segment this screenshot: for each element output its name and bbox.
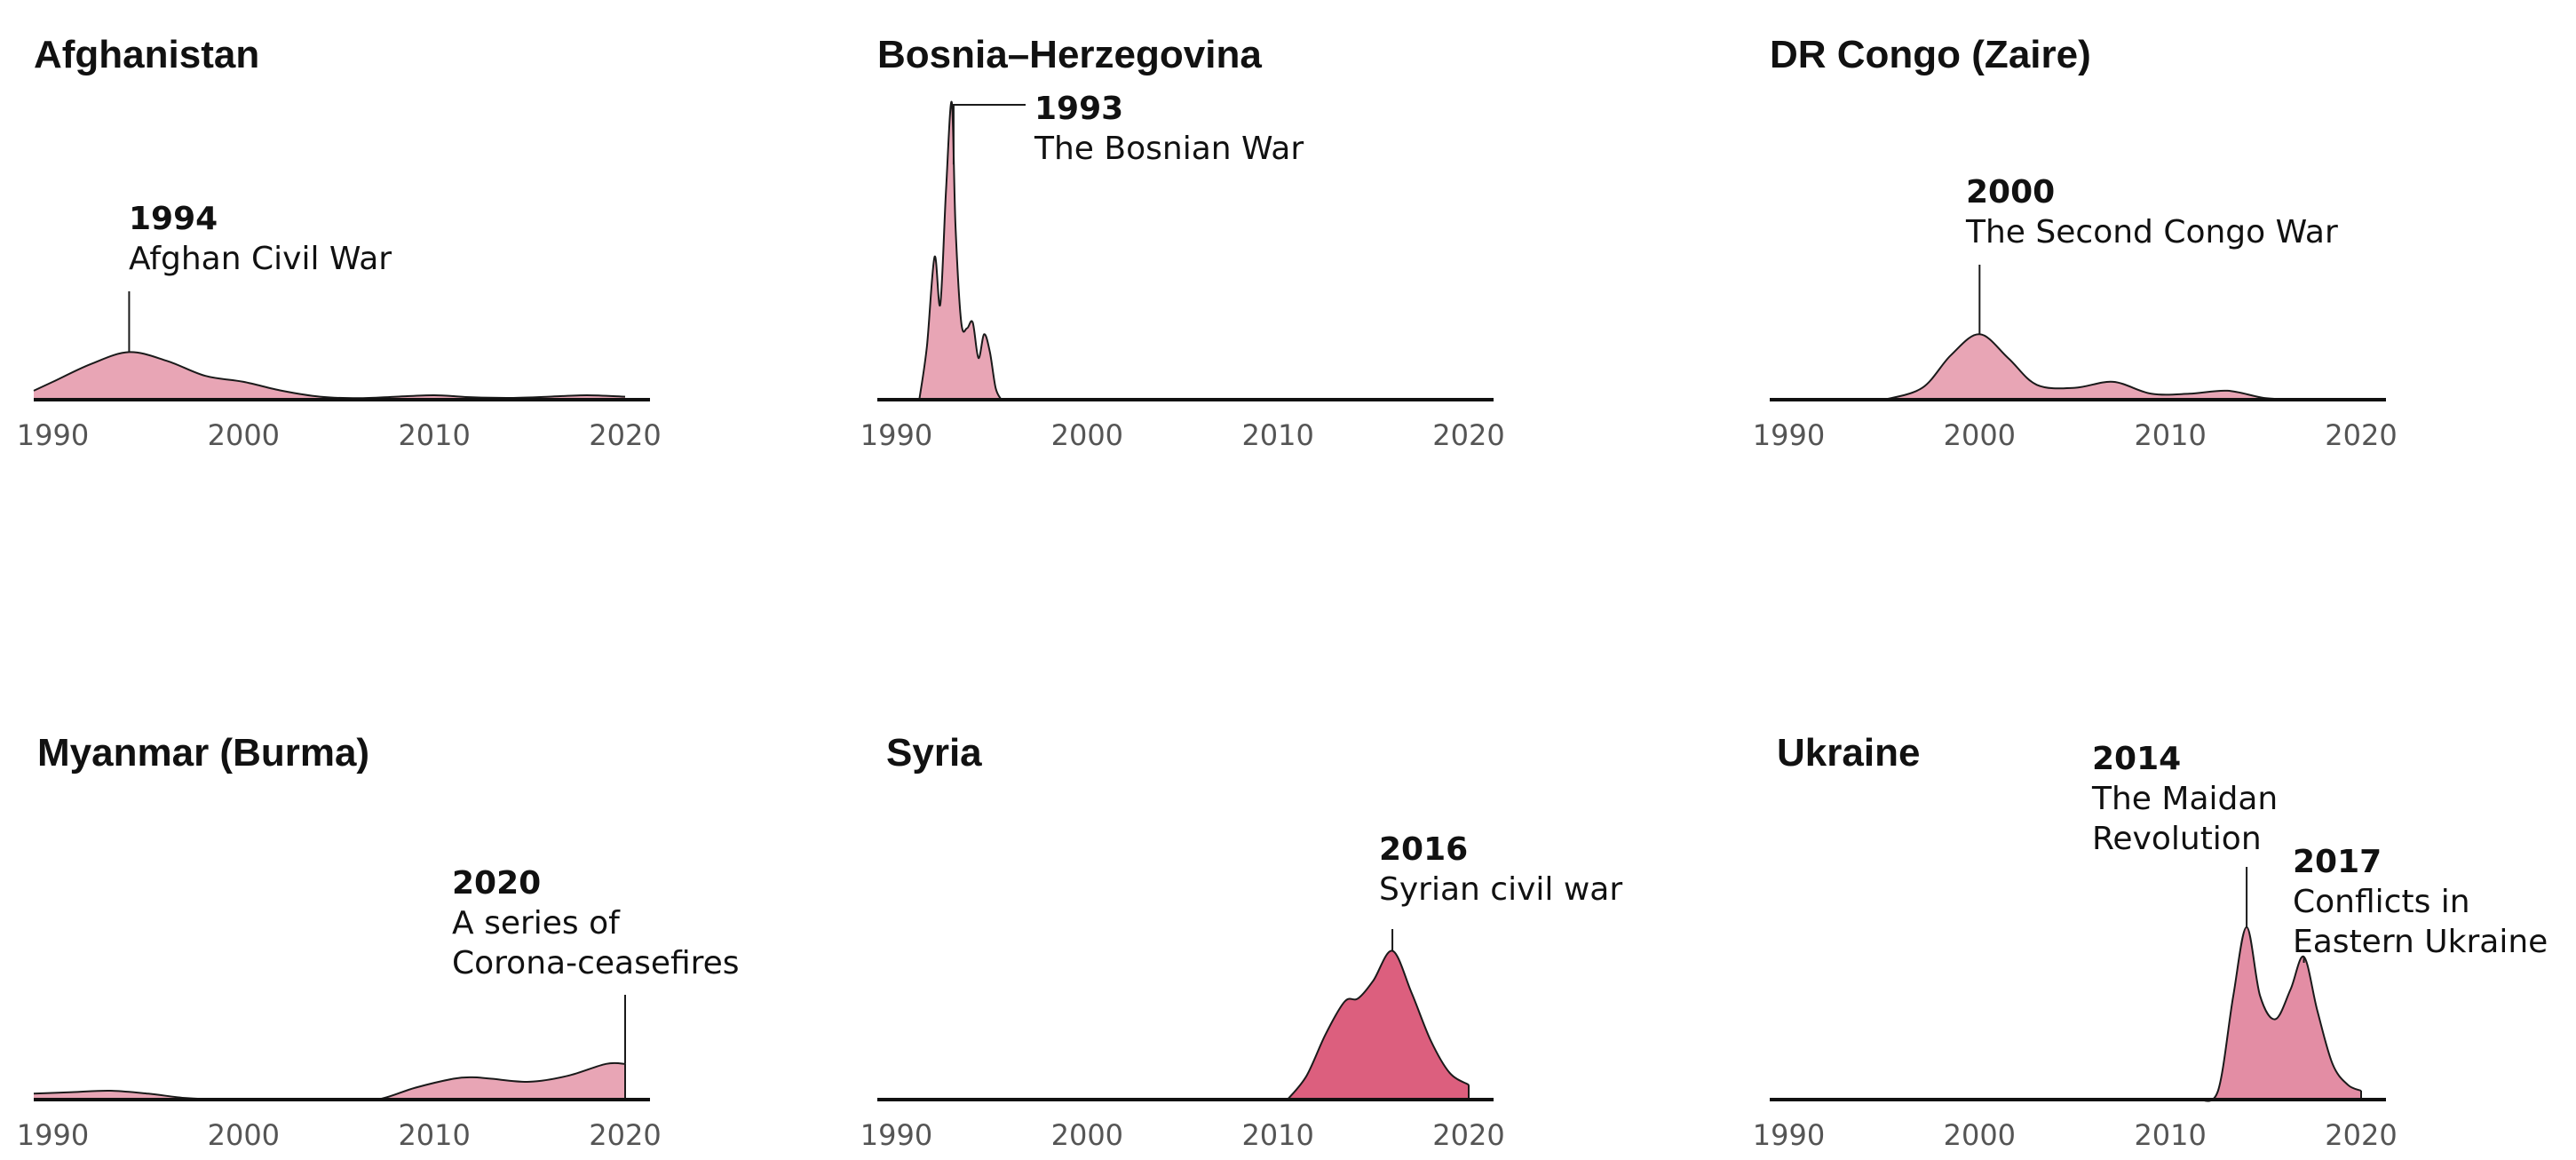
x-tick-label: 2010: [1241, 418, 1313, 452]
annotation-year: 2014: [2092, 741, 2181, 777]
x-tick-label: 2000: [1051, 1118, 1123, 1152]
x-tick-label: 2020: [589, 418, 661, 452]
x-tick-label: 1990: [1753, 1118, 1825, 1152]
annotation-text: The Second Congo War: [1965, 214, 2338, 250]
annotation-text: Afghan Civil War: [129, 241, 392, 277]
x-tick-label: 2020: [2325, 418, 2397, 452]
annotation-text: Eastern Ukraine: [2293, 924, 2548, 960]
density-area: [34, 1062, 625, 1100]
x-tick-label: 1990: [17, 1118, 89, 1152]
annotation-leader: [952, 104, 1026, 165]
x-tick-label: 2000: [1944, 418, 2016, 452]
x-tick-label: 2010: [2134, 418, 2206, 452]
x-tick-label: 2010: [1241, 1118, 1313, 1152]
annotation-text: Syrian civil war: [1379, 871, 1622, 908]
density-outline: [918, 100, 1003, 401]
x-tick-label: 1990: [1753, 418, 1825, 452]
annotation-text: Conflicts in: [2293, 884, 2470, 920]
panel-title: Syria: [886, 731, 982, 775]
x-tick-label: 2020: [1432, 1118, 1504, 1152]
panel-2: Bosnia–Herzegovina 1990 2000 2010 2020 1993 Th…: [860, 33, 1505, 452]
panel-title: Afghanistan: [34, 33, 259, 76]
annotation-text: The Bosnian War: [1034, 131, 1304, 167]
x-tick-label: 2000: [1051, 418, 1123, 452]
x-tick-label: 1990: [860, 1118, 932, 1152]
x-tick-label: 1990: [17, 418, 89, 452]
x-tick-label: 1990: [860, 418, 932, 452]
panel-3: DR Congo (Zaire)1990 2000 2010 20202000The …: [1753, 33, 2398, 452]
annotation-year: 2017: [2293, 844, 2382, 880]
x-tick-label: 2010: [398, 418, 470, 452]
density-area: [919, 101, 1002, 400]
x-tick-label: 2000: [1944, 1118, 2016, 1152]
density-area: [34, 352, 625, 400]
panel-1: Afghanistan 1990 2000 2010 2020 1994 Afghan Ci…: [17, 33, 662, 452]
annotation-text: Corona-ceasefires: [452, 945, 740, 981]
annotation-year: 1993: [1034, 91, 1123, 127]
annotation-text: The Maidan: [2091, 781, 2278, 817]
density-area: [1883, 334, 2304, 400]
x-tick-label: 2000: [208, 1118, 280, 1152]
annotation-year: 1994: [129, 201, 218, 237]
panel-title: DR Congo (Zaire): [1770, 33, 2091, 76]
density-area: [1287, 950, 1469, 1100]
density-outline: [2198, 926, 2362, 1102]
density-area: [2199, 926, 2361, 1101]
annotation-year: 2000: [1966, 174, 2055, 211]
x-tick-label: 2020: [1432, 418, 1504, 452]
panel-6: Ukraine 1990 2000 2010 2020 2014 The Maidan Rev…: [1753, 731, 2548, 1152]
annotation-text: A series of: [452, 905, 621, 942]
annotation-text: Revolution: [2092, 821, 2262, 857]
x-tick-label: 2010: [398, 1118, 470, 1152]
density-outline: [1287, 949, 1470, 1100]
panel-title: Myanmar (Burma): [37, 731, 369, 775]
annotation-year: 2020: [452, 865, 541, 902]
density-outline: [1883, 333, 2304, 401]
x-tick-label: 2010: [2134, 1118, 2206, 1152]
x-tick-label: 2020: [2325, 1118, 2397, 1152]
x-tick-label: 2020: [589, 1118, 661, 1152]
density-outline: [33, 351, 626, 400]
panel-title: Ukraine: [1777, 731, 1920, 775]
annotation-year: 2016: [1379, 831, 1468, 868]
panel-title: Bosnia–Herzegovina: [877, 33, 1262, 76]
x-tick-label: 2000: [208, 418, 280, 452]
